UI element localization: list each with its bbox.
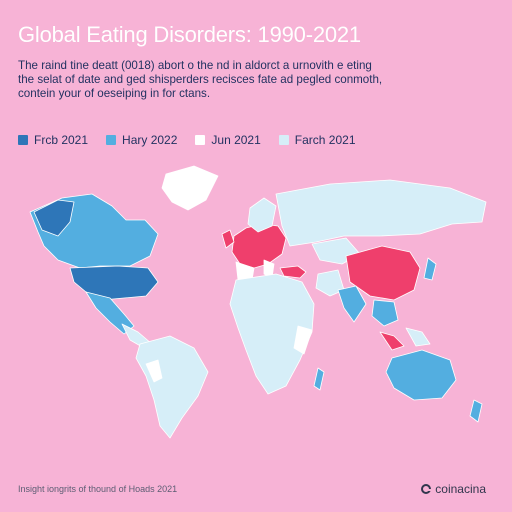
middle-east <box>315 269 345 297</box>
legend-swatch <box>106 135 117 145</box>
madagascar <box>313 367 325 391</box>
subtitle-line-2: the selat of date and ged shisperders re… <box>18 73 383 86</box>
south-america <box>135 335 209 439</box>
legend-swatch <box>18 135 28 145</box>
legend: Frcb 2021 Hary 2022 Jun 2021 Farch 2021 <box>18 131 498 149</box>
new-zealand <box>469 399 483 423</box>
legend-label: Jun 2021 <box>211 133 261 147</box>
east-africa <box>293 325 313 355</box>
c-logo-icon <box>421 484 432 494</box>
united-states <box>69 265 159 301</box>
new-guinea <box>405 327 431 347</box>
legend-item-jun-2021: Jun 2021 <box>195 133 261 147</box>
legend-swatch <box>278 135 289 145</box>
russia <box>275 179 487 247</box>
legend-label: Farch 2021 <box>294 133 356 147</box>
world-map <box>0 150 512 462</box>
japan <box>423 257 437 281</box>
greenland <box>161 165 219 211</box>
southeast-asia <box>371 299 399 327</box>
india <box>337 285 367 323</box>
world-map-svg <box>29 165 487 439</box>
australia <box>385 349 457 401</box>
indonesia <box>379 331 405 351</box>
africa <box>229 273 315 395</box>
alaska <box>33 199 75 237</box>
scandinavia <box>247 197 277 233</box>
legend-label: Hary 2022 <box>122 133 178 147</box>
subtitle-line-1: The raind tine deatt (0018) abort o the … <box>18 59 372 72</box>
subtitle-line-3: contein your of oeseiping in for ctans. <box>18 87 211 100</box>
legend-label: Frcb 2021 <box>34 133 89 147</box>
legend-item-frcb-2021: Frcb 2021 <box>18 133 88 147</box>
page-title: Global Eating Disorders: 1990-2021 <box>18 22 361 47</box>
brand: coinacina <box>421 482 486 496</box>
brand-label: coinacina <box>435 482 486 496</box>
legend-item-farch-2021: Farch 2021 <box>278 133 356 147</box>
legend-swatch <box>195 135 206 145</box>
turkey <box>279 265 307 279</box>
source-note: Insight iongrits of thound of Hoads 2021 <box>18 484 178 494</box>
subtitle: The raind tine deatt (0018) abort o the … <box>18 59 418 101</box>
legend-item-hary-2022: Hary 2022 <box>106 133 177 147</box>
united-kingdom <box>221 229 235 249</box>
peru-region <box>145 359 163 383</box>
